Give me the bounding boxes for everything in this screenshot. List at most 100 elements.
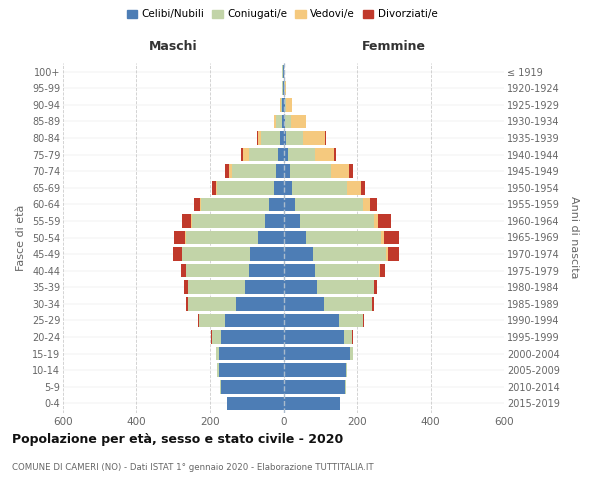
Bar xyxy=(257,131,258,145)
Bar xyxy=(194,198,200,211)
Bar xyxy=(361,181,365,194)
Bar xyxy=(219,347,284,360)
Bar xyxy=(182,214,191,228)
Bar xyxy=(212,181,215,194)
Bar xyxy=(283,65,284,78)
Bar xyxy=(286,98,292,112)
Bar xyxy=(284,164,290,178)
Bar xyxy=(315,264,379,278)
Bar xyxy=(236,297,284,310)
Bar xyxy=(316,148,334,162)
Bar xyxy=(250,248,284,261)
Bar xyxy=(276,164,284,178)
Bar xyxy=(283,82,284,95)
Bar xyxy=(284,148,288,162)
Bar xyxy=(181,264,186,278)
Bar xyxy=(276,114,281,128)
Bar xyxy=(186,264,248,278)
Bar xyxy=(182,248,250,261)
Bar xyxy=(313,248,386,261)
Bar xyxy=(284,380,345,394)
Legend: Celibi/Nubili, Coniugati/e, Vedovi/e, Divorziati/e: Celibi/Nubili, Coniugati/e, Vedovi/e, Di… xyxy=(122,5,442,24)
Bar xyxy=(284,280,317,294)
Bar xyxy=(334,148,335,162)
Bar xyxy=(285,82,286,95)
Bar xyxy=(258,230,284,244)
Bar xyxy=(325,131,326,145)
Bar xyxy=(331,164,349,178)
Bar xyxy=(248,148,278,162)
Text: Femmine: Femmine xyxy=(362,40,426,52)
Bar xyxy=(191,214,265,228)
Bar xyxy=(199,314,225,327)
Bar xyxy=(347,181,361,194)
Bar xyxy=(284,330,344,344)
Bar xyxy=(274,114,276,128)
Bar xyxy=(229,164,232,178)
Bar xyxy=(284,248,313,261)
Bar xyxy=(286,131,303,145)
Bar xyxy=(284,82,285,95)
Bar xyxy=(232,164,276,178)
Bar xyxy=(344,330,352,344)
Bar xyxy=(241,148,243,162)
Bar xyxy=(217,364,219,377)
Bar xyxy=(281,114,284,128)
Bar xyxy=(201,198,269,211)
Y-axis label: Anni di nascita: Anni di nascita xyxy=(569,196,579,278)
Bar xyxy=(225,314,284,327)
Bar xyxy=(219,364,284,377)
Bar xyxy=(284,264,315,278)
Bar xyxy=(265,214,284,228)
Bar xyxy=(380,264,385,278)
Bar xyxy=(295,198,362,211)
Bar xyxy=(227,396,284,410)
Bar xyxy=(372,297,374,310)
Y-axis label: Fasce di età: Fasce di età xyxy=(16,204,26,270)
Bar xyxy=(175,230,185,244)
Bar xyxy=(362,198,370,211)
Bar xyxy=(284,114,286,128)
Bar xyxy=(345,380,346,394)
Bar xyxy=(317,280,374,294)
Bar xyxy=(283,98,284,112)
Bar xyxy=(291,114,305,128)
Bar xyxy=(284,396,340,410)
Bar xyxy=(215,347,219,360)
Bar xyxy=(288,148,316,162)
Bar xyxy=(188,297,236,310)
Bar xyxy=(262,131,280,145)
Bar xyxy=(188,280,245,294)
Text: Maschi: Maschi xyxy=(149,40,197,52)
Bar xyxy=(284,214,300,228)
Bar xyxy=(350,347,353,360)
Bar xyxy=(290,164,331,178)
Bar xyxy=(346,364,347,377)
Bar xyxy=(284,314,338,327)
Bar xyxy=(217,181,274,194)
Bar xyxy=(200,198,201,211)
Bar xyxy=(370,198,377,211)
Bar xyxy=(305,230,381,244)
Bar xyxy=(388,248,399,261)
Bar xyxy=(185,230,186,244)
Bar xyxy=(381,230,384,244)
Bar xyxy=(349,164,353,178)
Bar xyxy=(284,297,324,310)
Bar xyxy=(282,82,283,95)
Text: Popolazione per età, sesso e stato civile - 2020: Popolazione per età, sesso e stato civil… xyxy=(12,432,343,446)
Bar xyxy=(248,264,284,278)
Bar xyxy=(274,181,284,194)
Bar xyxy=(338,314,362,327)
Bar xyxy=(379,264,380,278)
Bar xyxy=(284,181,292,194)
Bar xyxy=(378,214,391,228)
Bar xyxy=(278,148,284,162)
Bar xyxy=(303,131,325,145)
Bar xyxy=(225,164,229,178)
Bar xyxy=(197,314,199,327)
Bar xyxy=(221,380,284,394)
Bar xyxy=(220,380,221,394)
Bar xyxy=(386,248,388,261)
Bar xyxy=(186,297,188,310)
